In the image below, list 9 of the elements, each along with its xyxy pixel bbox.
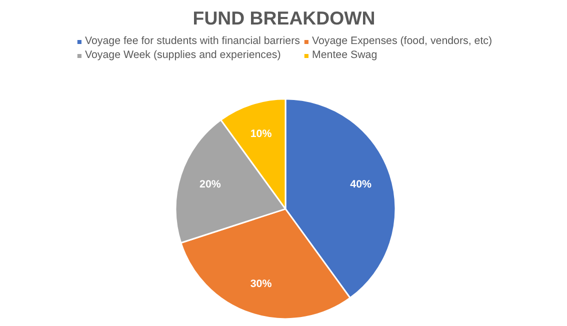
legend-label: Voyage Week (supplies and experiences) [84, 49, 281, 61]
data-label: 40% [350, 178, 372, 191]
legend-label: Voyage Expenses (food, vendors, etc) [312, 35, 492, 47]
chart-title: FUND BREAKDOWN [192, 8, 376, 28]
data-label: 10% [250, 128, 272, 140]
data-label: 30% [250, 278, 272, 290]
data-label: 20% [200, 178, 222, 191]
legend-label: Voyage fee for students with financial barriers [84, 35, 300, 47]
legend-label: Mentee Swag [312, 49, 378, 61]
